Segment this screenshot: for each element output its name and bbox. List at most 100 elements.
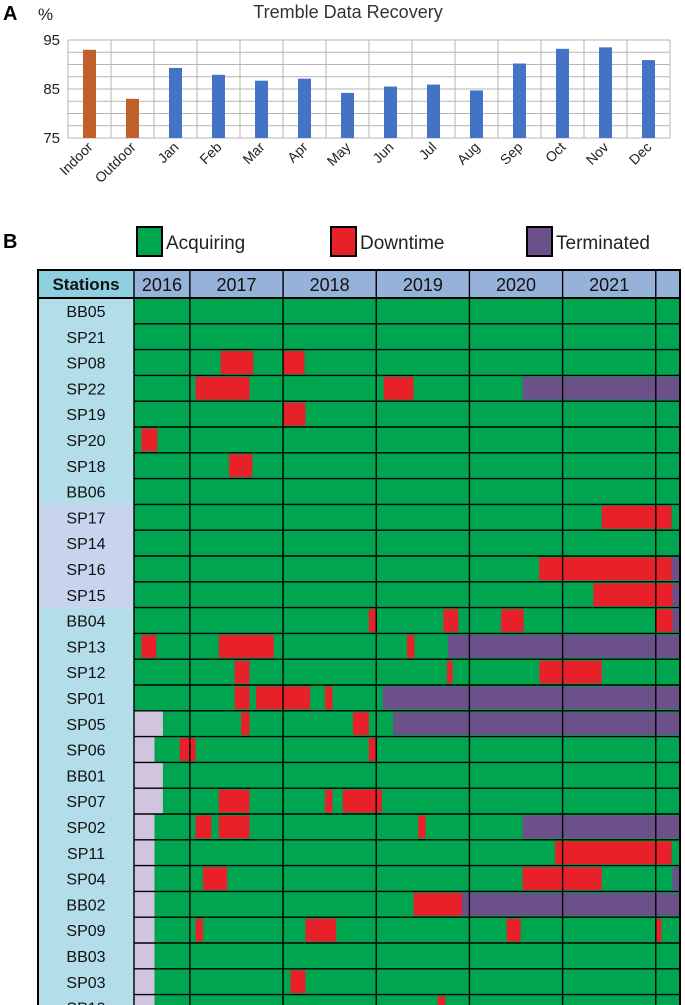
station-timeline: Stations 2016 2017 2018 2019 2020 2021 BB05 SP21… [37, 269, 681, 1005]
y-axis-unit: % [38, 5, 53, 24]
downtime-span-sp09 [506, 918, 521, 942]
bar-oct [556, 48, 569, 138]
acquiring-span-sp06 [134, 736, 680, 763]
bar-may [341, 92, 354, 138]
y-tick-label: 75 [43, 130, 60, 147]
panel-a-label: A [3, 3, 17, 25]
year-label: 2016 [142, 275, 182, 295]
station-cell-sp10 [38, 994, 134, 1005]
downtime-span-bb04 [443, 609, 459, 632]
station-label-sp06: SP06 [66, 743, 105, 760]
downtime-span-sp10 [437, 996, 446, 1005]
bar-outdoor [126, 98, 139, 138]
table-frame [37, 269, 681, 1005]
station-label-sp11: SP11 [67, 846, 105, 863]
downtime-span-sp13 [407, 634, 415, 658]
downtime-span-sp19 [283, 402, 306, 426]
year-label: 2020 [496, 275, 536, 295]
preinstall-span-bb03 [134, 943, 155, 969]
legend-label: Downtime [360, 233, 444, 254]
preinstall-span-bb02 [134, 891, 155, 918]
x-tick-label: Outdoor [92, 139, 139, 186]
year-label: 2018 [310, 275, 350, 295]
downtime-span-bb04 [655, 609, 673, 632]
station-label-sp17: SP17 [66, 510, 105, 527]
downtime-span-sp09 [195, 918, 203, 942]
preinstall-span-sp05 [134, 710, 163, 737]
bar-jan [169, 67, 182, 138]
station-label-sp09: SP09 [66, 923, 105, 940]
preinstall-span-sp11 [134, 839, 155, 866]
preinstall-span-sp06 [134, 736, 155, 763]
station-cell-sp19 [38, 401, 134, 427]
downtime-span-sp05 [241, 712, 250, 736]
downtime-span-sp16 [539, 557, 672, 581]
downtime-span-sp02 [418, 815, 426, 839]
year-header-cell [189, 270, 284, 298]
station-label-sp22: SP22 [66, 381, 105, 398]
downtime-span-sp20 [141, 428, 158, 452]
stations-header-cell [38, 270, 134, 298]
y-tick-label: 85 [43, 81, 60, 98]
terminated-span-sp15 [672, 583, 680, 607]
downtime-span-sp17 [601, 505, 672, 529]
x-tick-label: Jul [416, 139, 440, 163]
terminated-span-bb04 [672, 609, 680, 632]
preinstall-span-sp10 [134, 994, 155, 1005]
downtime-span-sp03 [290, 970, 306, 994]
station-label-bb06: BB06 [66, 485, 105, 502]
bar-jul [427, 84, 440, 138]
acquiring-span-bb01 [134, 762, 680, 789]
year-header-cell [655, 270, 680, 298]
station-cell-sp20 [38, 427, 134, 453]
bar-aug [470, 90, 483, 138]
bar-jun [384, 86, 397, 138]
acquiring-span-bb06 [134, 478, 680, 505]
downtime-span-sp07 [218, 789, 250, 813]
station-label-sp02: SP02 [66, 820, 105, 837]
year-header-cell [469, 270, 563, 298]
station-cell-sp12 [38, 659, 134, 685]
downtime-span-sp09 [305, 918, 337, 942]
terminated-span-sp01 [382, 686, 680, 710]
downtime-span-bb04 [368, 609, 377, 632]
station-cell-sp18 [38, 452, 134, 479]
downtime-span-bb02 [413, 892, 462, 916]
x-tick-label: Jan [154, 139, 181, 166]
downtime-span-sp08 [220, 351, 254, 374]
station-label-sp07: SP07 [66, 794, 105, 811]
downtime-span-sp15 [593, 583, 673, 607]
year-header-cell [376, 270, 470, 298]
downtime-span-sp11 [555, 841, 672, 865]
station-label-bb03: BB03 [66, 949, 105, 966]
station-cell-sp07 [38, 788, 134, 814]
acquiring-span-sp19 [134, 401, 680, 427]
downtime-span-sp22 [383, 376, 414, 400]
chart-title: Tremble Data Recovery [253, 2, 442, 22]
station-cell-sp16 [38, 556, 134, 582]
station-label-sp16: SP16 [66, 562, 105, 579]
station-cell-sp09 [38, 917, 134, 943]
downtime-span-sp12 [539, 660, 602, 684]
bar-feb [212, 74, 225, 138]
station-cell-bb05 [38, 298, 134, 324]
x-tick-label: Sep [497, 139, 526, 168]
downtime-span-sp13 [218, 634, 274, 658]
station-label-sp05: SP05 [66, 717, 105, 734]
station-label-sp14: SP14 [66, 536, 105, 553]
acquiring-span-sp08 [134, 349, 680, 376]
station-label-sp04: SP04 [66, 872, 105, 889]
station-cell-bb02 [38, 891, 134, 918]
acquiring-span-bb03 [134, 943, 680, 969]
stations-header: Stations [52, 275, 119, 294]
station-cell-sp08 [38, 349, 134, 376]
acquiring-span-sp07 [134, 788, 680, 814]
terminated-span-sp16 [671, 557, 680, 581]
acquiring-span-sp21 [134, 323, 680, 350]
downtime-span-sp01 [325, 686, 333, 710]
terminated-span-sp13 [447, 634, 680, 658]
acquiring-span-sp09 [134, 917, 680, 943]
downtime-span-sp02 [218, 815, 250, 839]
station-cell-sp04 [38, 865, 134, 892]
preinstall-span-sp04 [134, 865, 155, 892]
